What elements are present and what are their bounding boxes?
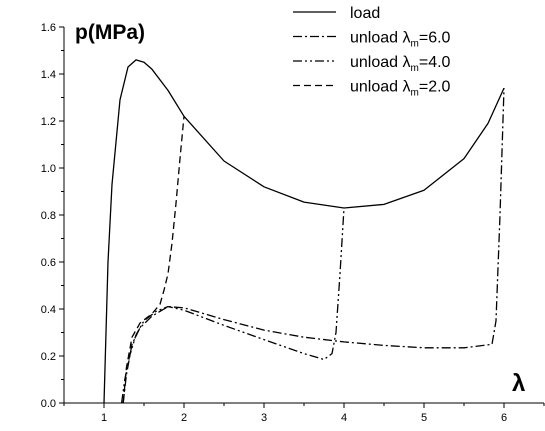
y-tick-label: 0.8 [41, 210, 56, 222]
y-tick-label: 1.0 [41, 163, 56, 175]
legend-label-0: load [350, 5, 380, 22]
legend-label-3: unload λm=2.0 [350, 79, 451, 99]
legend-label-suffix: =4.0 [419, 54, 451, 71]
legend-label-1: unload λm=6.0 [350, 30, 451, 50]
x-tick-label: 5 [421, 412, 427, 424]
series-line-2 [120, 207, 345, 404]
y-tick-label: 0.0 [41, 398, 56, 410]
x-tick-label: 6 [501, 412, 507, 424]
legend-label-2: unload λm=4.0 [350, 54, 451, 74]
x-tick-label: 4 [341, 412, 347, 424]
x-tick-label: 1 [101, 412, 107, 424]
y-tick-label: 1.6 [41, 22, 56, 34]
series-line-0 [103, 59, 505, 404]
legend-label-main: unload λ [350, 30, 411, 47]
y-axis-title: p(MPa) [75, 21, 145, 44]
legend-label-main: unload λ [350, 54, 411, 71]
legend-label-main: unload λ [350, 79, 411, 96]
y-tick-label: 1.4 [41, 69, 56, 81]
legend-label-subscript: m [411, 39, 419, 50]
series-layer [103, 59, 505, 404]
y-tick-label: 0.6 [41, 257, 56, 269]
x-tick-label: 2 [181, 412, 187, 424]
series-line-3 [122, 116, 185, 404]
x-axis-title: λ [512, 370, 525, 397]
x-tick-label: 3 [261, 412, 267, 424]
legend-label-subscript: m [411, 88, 419, 99]
legend-label-subscript: m [411, 63, 419, 74]
legend-label-suffix: =2.0 [419, 79, 451, 96]
y-tick-label: 0.2 [41, 351, 56, 363]
legend-label-suffix: =6.0 [419, 30, 451, 47]
y-tick-label: 0.4 [41, 304, 56, 316]
axis-layer: 1 2 3 4 5 6 0.0 0.2 0.4 0.6 0.8 1.0 1.2 1.4 1.6 [41, 22, 545, 424]
y-tick-label: 1.2 [41, 116, 56, 128]
